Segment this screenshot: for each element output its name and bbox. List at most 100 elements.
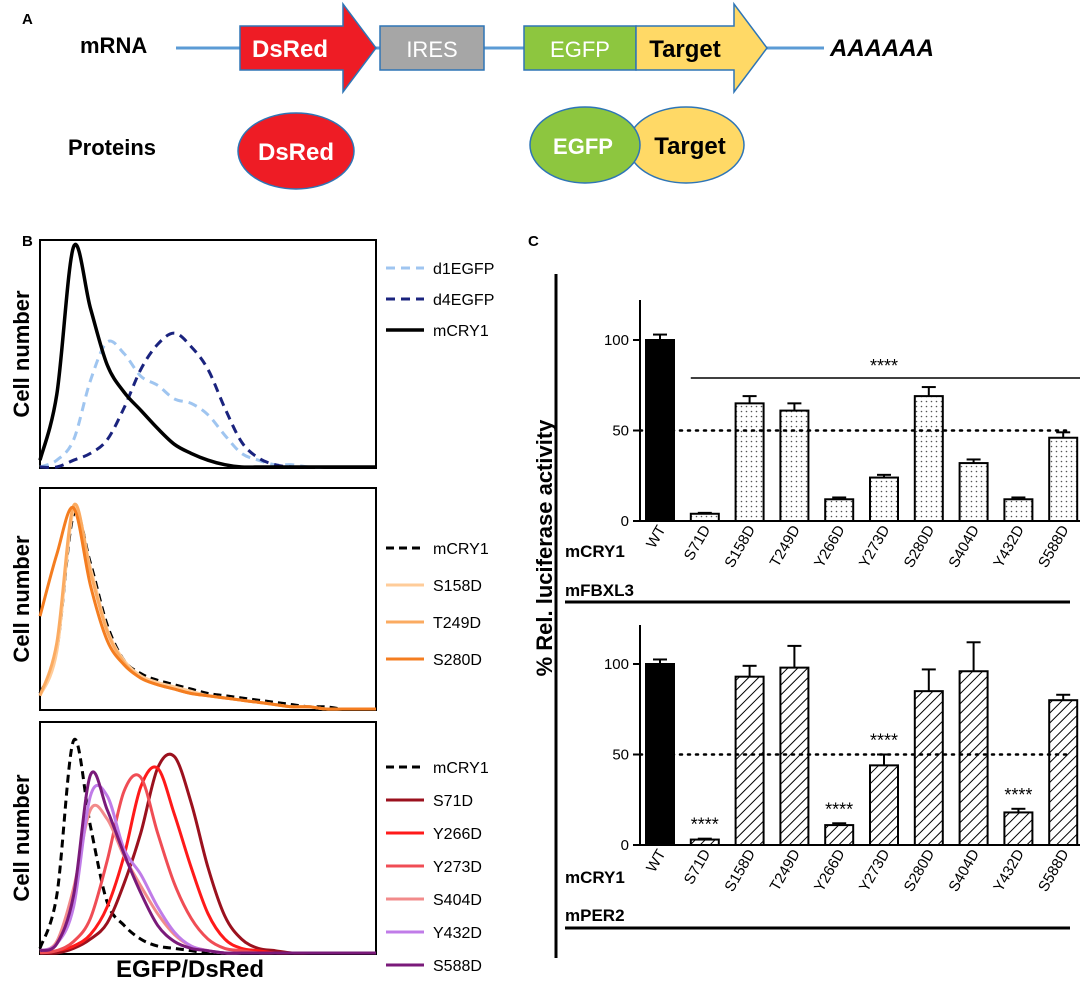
legend-label-mcry1: mCRY1	[433, 541, 489, 558]
bar-y273d	[869, 764, 899, 846]
legend-label-s404d: S404D	[433, 892, 482, 909]
egfp-protein	[529, 106, 641, 184]
histogram-2-ylabel: Cell number	[9, 535, 34, 663]
category-label-s280d: S280D	[901, 846, 939, 894]
polya-tail: AAAAAA	[829, 35, 934, 62]
significance-mark: ****	[870, 356, 898, 376]
curve-s71d	[39, 752, 376, 955]
legend-label-mcry1: mCRY1	[433, 760, 489, 777]
category-label-s588d: S588D	[1035, 846, 1073, 894]
category-label-s71d: S71D	[681, 846, 715, 887]
ires-box	[379, 25, 485, 71]
histogram-3-legend: mCRY1 S71D Y266D Y273D S404D Y432D S588D	[386, 760, 489, 975]
mrna-label: mRNA	[80, 33, 147, 58]
category-label-s158d: S158D	[721, 846, 759, 894]
category-label-y432d: Y432D	[990, 846, 1028, 894]
bar-s404d	[958, 462, 989, 522]
legend-label-s588d: S588D	[433, 958, 482, 975]
category-label-y266d: Y266D	[811, 846, 849, 894]
histogram-3-ylabel: Cell number	[9, 774, 34, 902]
y-tick-label: 50	[612, 423, 629, 440]
histogram-xlabel: EGFP/DsRed	[116, 956, 264, 982]
curve-s280d	[38, 506, 376, 711]
legend-label-y266d: Y266D	[433, 826, 482, 843]
target-gene-label: Target	[649, 36, 721, 63]
legend-label-s71d: S71D	[433, 793, 473, 810]
target-protein-label: Target	[654, 133, 726, 160]
category-label-y273d: Y273D	[856, 846, 894, 894]
histogram-2-frame	[39, 487, 377, 711]
proteins-label: Proteins	[68, 135, 156, 160]
y-tick-label: 100	[604, 656, 629, 673]
panel-c-ylabel: % Rel. luciferase activity	[532, 419, 557, 677]
bar-y432d	[1003, 498, 1034, 522]
ires-label: IRES	[406, 37, 457, 62]
y-tick-label: 100	[604, 332, 629, 349]
histogram-1-curves	[38, 242, 376, 469]
dsred-protein	[237, 112, 355, 190]
significance-mark-y432d: ****	[1004, 785, 1032, 805]
bar-chart-fbxl3-partner: mFBXL3	[565, 581, 634, 600]
egfp-gene-box	[523, 25, 637, 71]
panel-c-label: C	[528, 233, 539, 250]
category-label-y266d: Y266D	[811, 522, 849, 570]
bar-chart-per2-partner: mPER2	[565, 906, 625, 925]
bar-y266d	[824, 498, 855, 522]
bar-s280d	[913, 395, 944, 522]
bar-y266d	[824, 824, 855, 847]
panel-b-label: B	[22, 233, 33, 250]
dsred-protein-label: DsRed	[258, 139, 334, 166]
curve-d1egfp	[39, 339, 376, 469]
bar-s158d	[734, 402, 765, 523]
histogram-2: Cell number mCRY1 S158D T249D S280D	[9, 487, 489, 711]
legend-label-d1egfp: d1EGFP	[433, 261, 494, 278]
histogram-2-legend: mCRY1 S158D T249D S280D	[386, 541, 489, 669]
category-label-y432d: Y432D	[990, 522, 1028, 570]
curve-mcry1	[38, 242, 376, 469]
bar-t249d	[779, 409, 810, 522]
bar-s588d	[1048, 436, 1079, 522]
category-label-t249d: T249D	[767, 522, 804, 570]
egfp-gene-label: EGFP	[550, 37, 610, 62]
curve-s588d	[39, 770, 376, 955]
category-label-s71d: S71D	[681, 522, 715, 563]
histogram-1-legend: d1EGFP d4EGFP mCRY1	[386, 261, 494, 340]
curve-mcry1	[38, 510, 376, 711]
category-label-s404d: S404D	[945, 522, 983, 570]
histogram-1-ylabel: Cell number	[9, 290, 34, 418]
y-tick-label: 0	[621, 837, 629, 854]
curve-d4egfp	[39, 331, 376, 469]
category-label-s588d: S588D	[1035, 522, 1073, 570]
significance-mark-y273d: ****	[870, 731, 898, 751]
curve-s158d	[38, 506, 376, 711]
histogram-3-curves	[38, 737, 376, 955]
bar-chart-per2: 0 50 100 WT S71D S158D T249D Y266D Y273D S280D S40…	[565, 625, 1080, 930]
legend-label-y273d: Y273D	[433, 859, 482, 876]
significance-mark-s71d: ****	[691, 815, 719, 835]
category-label-wt: WT	[643, 847, 669, 876]
bar-s280d	[913, 690, 944, 847]
bar-chart-fbxl3-row-label: mCRY1	[565, 542, 625, 561]
bar-y273d	[869, 476, 899, 522]
category-label-s158d: S158D	[721, 522, 759, 570]
category-label-s280d: S280D	[901, 522, 939, 570]
bar-s404d	[958, 670, 989, 846]
bar-chart-per2-bars: 0 50 100 WT S71D S158D T249D Y266D Y273D S280D S40…	[604, 641, 1080, 895]
legend-label-mcry1: mCRY1	[433, 323, 489, 340]
bar-s588d	[1048, 699, 1079, 847]
histogram-1: Cell number d1EGFP d4EGFP mCRY1	[9, 239, 494, 469]
histogram-1-frame	[39, 239, 377, 469]
legend-label-s280d: S280D	[433, 652, 482, 669]
legend-label-y432d: Y432D	[433, 925, 482, 942]
histogram-2-curves	[38, 502, 376, 711]
egfp-protein-label: EGFP	[553, 134, 613, 159]
y-tick-label: 50	[612, 747, 629, 764]
category-label-wt: WT	[643, 523, 669, 552]
significance-mark-y266d: ****	[825, 799, 853, 819]
target-gene-arrow	[635, 1, 768, 95]
protein-products: DsRed EGFP Target	[237, 106, 745, 190]
y-tick-label: 0	[621, 513, 629, 530]
dsred-gene-label: DsRed	[252, 36, 328, 63]
panel-b: B Cell number d1EGFP d4EGFP mCRY1 Cell num…	[9, 233, 494, 982]
